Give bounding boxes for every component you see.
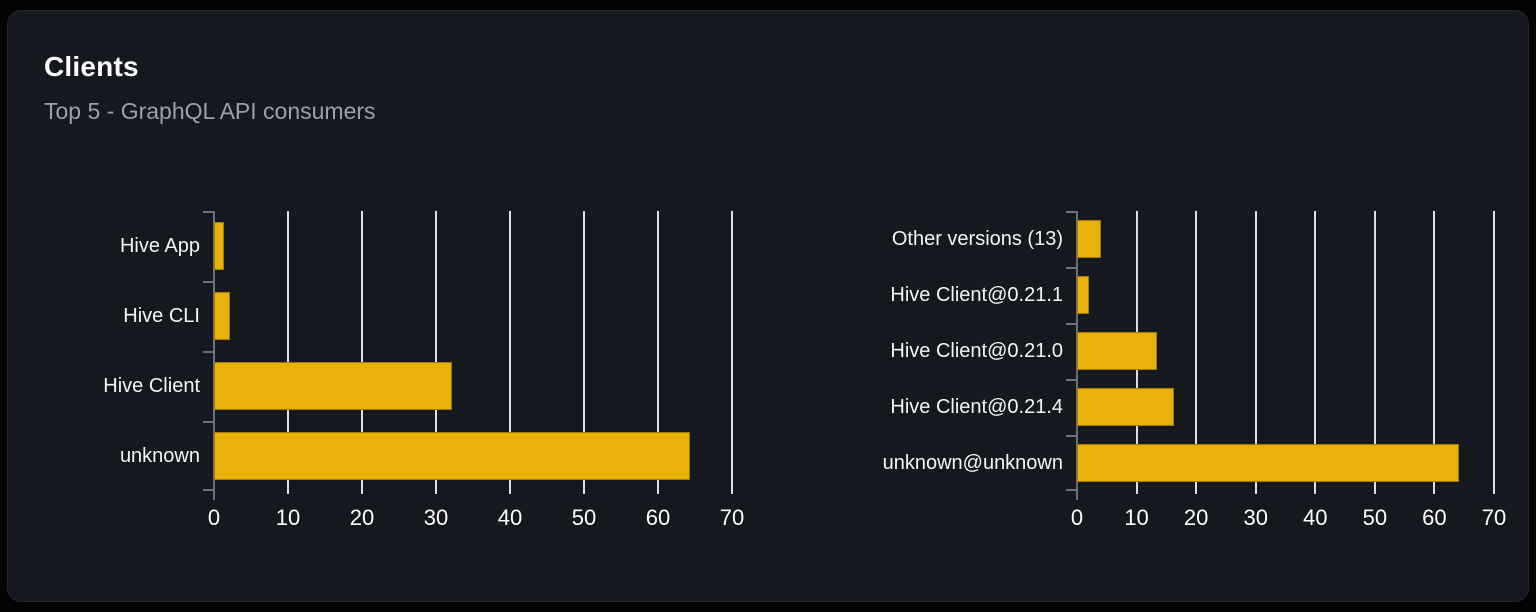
gridline [361, 211, 363, 494]
bar [1077, 220, 1101, 258]
bar [1077, 444, 1460, 482]
y-axis-line [213, 211, 215, 500]
category-label: Hive App [119, 234, 200, 257]
category-label: Hive Client [103, 374, 200, 397]
x-tick-label: 40 [1303, 505, 1328, 530]
category-label: Hive CLI [123, 304, 200, 327]
bar [214, 362, 453, 410]
x-tick-label: 70 [719, 505, 745, 530]
gridline [1254, 211, 1257, 494]
x-tick-label: 60 [645, 505, 671, 530]
clients-card: Clients Top 5 - GraphQL API consumers 0 1… [7, 10, 1529, 602]
category-label: Other versions (13) [891, 227, 1063, 250]
gridline [509, 211, 511, 494]
y-axis-tick [1066, 489, 1076, 491]
y-axis-tick [1066, 435, 1076, 437]
bar [214, 222, 225, 270]
gridline [1373, 211, 1376, 494]
y-axis-tick [203, 489, 213, 491]
category-label: unknown [119, 444, 200, 467]
x-tick-label: 40 [497, 505, 523, 530]
y-axis-tick [203, 351, 213, 353]
x-tick-label: 30 [423, 505, 449, 530]
plot-area: 0 10 20 30 40 50 60 70 [1066, 211, 1506, 530]
x-tick-label: 10 [275, 505, 301, 530]
bar [1077, 332, 1158, 370]
x-tick-label: 70 [1481, 505, 1507, 530]
gridline [1433, 211, 1436, 494]
clients-by-name-chart: 0 10 20 30 40 50 60 70 Hive App Hive CLI Hive Clie… [44, 211, 744, 551]
page-title: Clients [44, 51, 139, 82]
clients-by-version-chart: 0 10 20 30 40 50 60 70 Other versions (13) Hive C… [807, 211, 1506, 551]
y-axis-tick [1066, 211, 1076, 213]
y-axis-tick [203, 421, 213, 423]
y-axis-tick [203, 281, 213, 283]
x-tick-label: 60 [1422, 505, 1447, 530]
category-label: Hive Client@0.21.0 [890, 339, 1063, 362]
gridline [1195, 211, 1198, 494]
gridline [657, 211, 659, 494]
bar [214, 292, 230, 340]
gridline [287, 211, 289, 494]
gridline [1314, 211, 1317, 494]
page-subtitle: Top 5 - GraphQL API consumers [44, 98, 376, 124]
x-tick-label: 20 [1183, 505, 1209, 530]
y-axis-tick [1066, 323, 1076, 325]
gridline [1493, 211, 1495, 494]
plot-area: 0 10 20 30 40 50 60 70 [203, 211, 744, 530]
gridline [731, 211, 733, 494]
bar [1077, 276, 1089, 314]
x-tick-label: 20 [349, 505, 375, 530]
x-tick-label: 50 [1362, 505, 1388, 530]
bar [214, 432, 690, 480]
x-tick-label: 50 [571, 505, 597, 530]
category-label: Hive Client@0.21.4 [890, 395, 1063, 418]
x-tick-label: 10 [1124, 505, 1149, 530]
y-axis-tick [1066, 379, 1076, 381]
y-axis-tick [203, 211, 213, 213]
bar [1077, 388, 1174, 426]
gridline [435, 211, 437, 494]
category-label: Hive Client@0.21.1 [890, 283, 1063, 306]
x-tick-label: 30 [1243, 505, 1268, 530]
x-tick-label: 0 [207, 505, 221, 530]
y-axis-tick [1066, 267, 1076, 269]
x-tick-label: 0 [1070, 505, 1084, 530]
category-label: unknown@unknown [882, 451, 1063, 474]
gridline [583, 211, 585, 494]
